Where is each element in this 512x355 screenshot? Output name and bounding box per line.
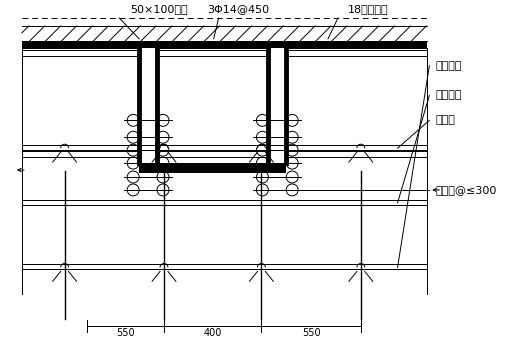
Text: 鈢管立杆: 鈢管立杆 — [435, 91, 462, 100]
Text: 550: 550 — [302, 328, 321, 338]
Text: 3Φ14@450: 3Φ14@450 — [207, 4, 270, 14]
Bar — [22, 41, 428, 48]
Text: 小横杆@≤300: 小横杆@≤300 — [435, 185, 497, 195]
Text: 400: 400 — [203, 328, 222, 338]
Text: 18厘胶合板: 18厘胶合板 — [348, 4, 388, 14]
Text: 大横杆: 大横杆 — [435, 115, 455, 125]
Text: 50×100木戻: 50×100木戻 — [130, 4, 188, 14]
Text: 550: 550 — [116, 328, 135, 338]
Bar — [139, 163, 286, 173]
Text: 水平拉杆: 水平拉杆 — [435, 61, 462, 71]
